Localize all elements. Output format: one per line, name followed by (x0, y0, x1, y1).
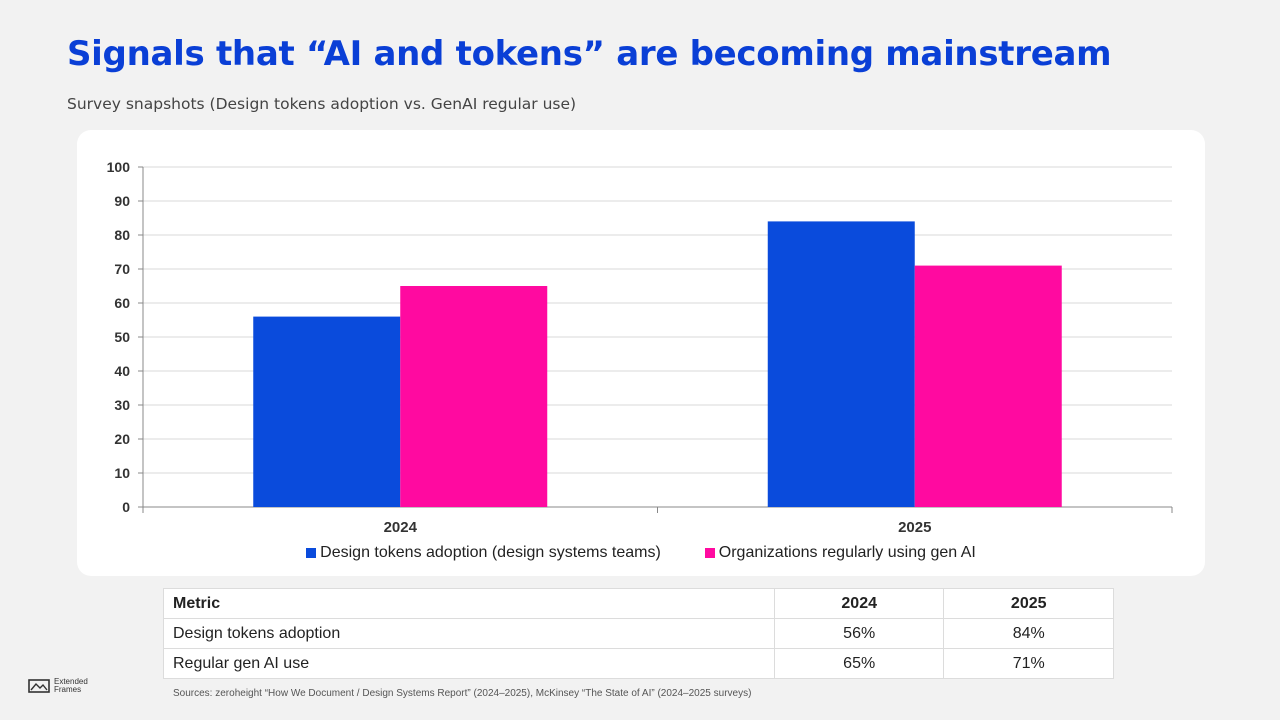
y-tick-label: 80 (114, 227, 130, 243)
y-tick-label: 60 (114, 295, 130, 311)
y-tick-label: 90 (114, 193, 130, 209)
table-cell: 56% (773, 618, 945, 649)
legend-label: Design tokens adoption (design systems t… (320, 544, 661, 561)
logo-text-line1: Extended (54, 677, 88, 686)
y-tick-label: 20 (114, 431, 130, 447)
column-header-2024: 2024 (773, 588, 945, 619)
metrics-table: Metric 2024 2025 Design tokens adoption … (163, 588, 1114, 679)
bar-2024-series-0 (253, 316, 401, 507)
table-row: Design tokens adoption 56% 84% (163, 618, 1114, 649)
chart-card: 0 10 20 30 40 50 60 70 80 90 100 2024 2025 Design to… (77, 130, 1205, 576)
table-cell: 71% (943, 648, 1114, 679)
legend-label: Organizations regularly using gen AI (718, 544, 976, 561)
sources-note: Sources: zeroheight “How We Document / D… (173, 688, 752, 699)
table-row: Regular gen AI use 65% 71% (163, 648, 1114, 679)
bar-chart: 0 10 20 30 40 50 60 70 80 90 100 2024 2025 (107, 159, 1173, 536)
y-tick-label: 50 (114, 329, 130, 345)
x-tick-label: 2025 (898, 519, 931, 536)
y-tick-label: 10 (114, 465, 130, 481)
y-tick-label: 40 (114, 363, 130, 379)
table-cell: 84% (943, 618, 1114, 649)
legend-swatch (306, 548, 317, 558)
table-cell: 65% (773, 648, 945, 679)
frames-logo-icon (28, 679, 50, 693)
table-cell: Design tokens adoption (163, 618, 775, 649)
page-subtitle: Survey snapshots (Design tokens adoption… (67, 95, 577, 113)
legend-item-gen-ai: Organizations regularly using gen AI (704, 544, 976, 562)
table-cell: Regular gen AI use (163, 648, 775, 679)
logo-text-line2: Frames (54, 685, 82, 694)
column-header-metric: Metric (163, 588, 775, 619)
bar-2024-series-1 (400, 286, 548, 507)
bar-2025-series-1 (914, 265, 1062, 507)
table-header-row: Metric 2024 2025 (163, 588, 1114, 619)
y-tick-label: 100 (107, 159, 131, 175)
y-tick-label: 0 (122, 499, 130, 515)
legend-swatch (704, 548, 715, 558)
legend-item-design-tokens: Design tokens adoption (design systems t… (306, 544, 661, 562)
x-tick-label: 2024 (384, 519, 418, 536)
y-tick-label: 70 (114, 261, 130, 277)
y-tick-label: 30 (114, 397, 130, 413)
brand-logo: Extended Frames (28, 678, 88, 694)
chart-legend: Design tokens adoption (design systems t… (77, 544, 1205, 562)
column-header-2025: 2025 (943, 588, 1114, 619)
page-title: Signals that “AI and tokens” are becomin… (67, 34, 1112, 74)
bar-2025-series-0 (767, 221, 915, 507)
